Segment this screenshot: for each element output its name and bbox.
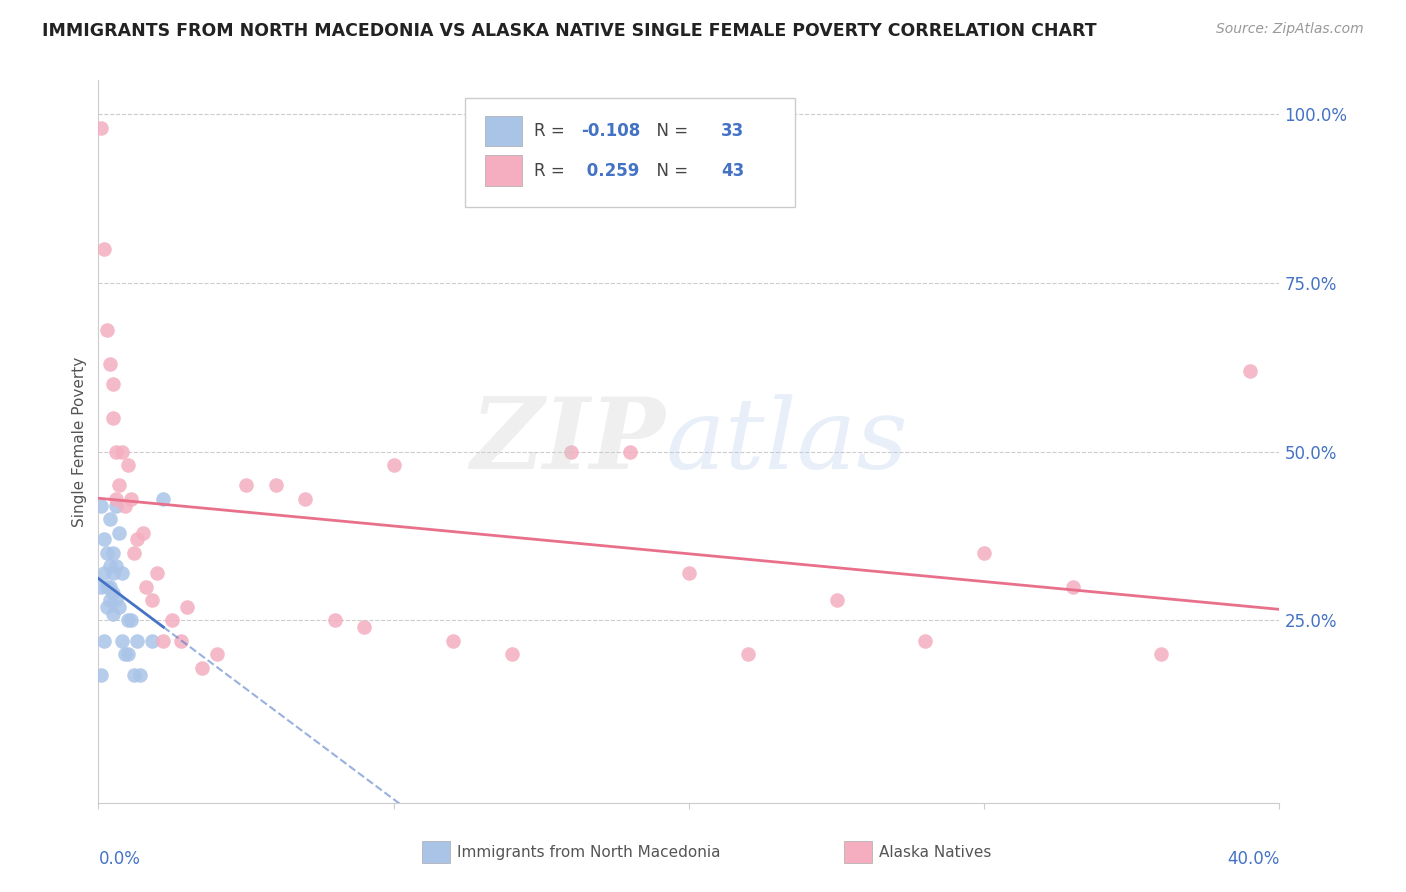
Point bbox=[205, 647, 228, 661]
Point bbox=[98, 580, 121, 594]
FancyBboxPatch shape bbox=[485, 116, 523, 146]
Point bbox=[108, 478, 131, 492]
FancyBboxPatch shape bbox=[464, 98, 796, 207]
Point bbox=[1239, 364, 1261, 378]
Point bbox=[323, 614, 346, 628]
Point bbox=[501, 647, 523, 661]
Point bbox=[128, 667, 150, 681]
Point bbox=[825, 593, 848, 607]
Point bbox=[103, 377, 125, 392]
Point bbox=[441, 633, 464, 648]
Point bbox=[105, 499, 128, 513]
Point bbox=[973, 546, 995, 560]
Point bbox=[382, 458, 405, 472]
Point bbox=[93, 566, 115, 581]
Point bbox=[117, 458, 139, 472]
FancyBboxPatch shape bbox=[485, 155, 523, 186]
Point bbox=[152, 633, 174, 648]
Text: 0.0%: 0.0% bbox=[98, 850, 141, 868]
Point bbox=[96, 599, 118, 614]
Point bbox=[353, 620, 375, 634]
Point bbox=[125, 633, 148, 648]
Point bbox=[96, 546, 118, 560]
Point bbox=[105, 559, 128, 574]
Point bbox=[914, 633, 936, 648]
Y-axis label: Single Female Poverty: Single Female Poverty bbox=[72, 357, 87, 526]
Point bbox=[90, 120, 112, 135]
Point bbox=[93, 242, 115, 256]
Text: 33: 33 bbox=[721, 122, 744, 140]
Point bbox=[96, 323, 118, 337]
Point bbox=[560, 444, 582, 458]
Point bbox=[98, 357, 121, 371]
Text: R =: R = bbox=[534, 122, 571, 140]
Point bbox=[141, 593, 163, 607]
Point bbox=[111, 444, 134, 458]
Point bbox=[191, 661, 214, 675]
Point bbox=[117, 647, 139, 661]
Point bbox=[93, 533, 115, 547]
Text: N =: N = bbox=[647, 161, 693, 179]
Point bbox=[122, 667, 145, 681]
Point bbox=[235, 478, 257, 492]
Point bbox=[103, 566, 125, 581]
Point bbox=[264, 478, 287, 492]
Text: -0.108: -0.108 bbox=[582, 122, 641, 140]
Point bbox=[93, 633, 115, 648]
Point bbox=[105, 491, 128, 506]
Point bbox=[162, 614, 183, 628]
Text: R =: R = bbox=[534, 161, 571, 179]
Text: atlas: atlas bbox=[665, 394, 908, 489]
Point bbox=[108, 525, 131, 540]
Point bbox=[737, 647, 759, 661]
Text: 43: 43 bbox=[721, 161, 744, 179]
Text: Source: ZipAtlas.com: Source: ZipAtlas.com bbox=[1216, 22, 1364, 37]
Point bbox=[103, 546, 125, 560]
Point bbox=[146, 566, 169, 581]
Point bbox=[294, 491, 316, 506]
Point bbox=[90, 667, 112, 681]
Text: N =: N = bbox=[647, 122, 693, 140]
Point bbox=[678, 566, 700, 581]
Point bbox=[103, 607, 125, 621]
Text: 40.0%: 40.0% bbox=[1227, 850, 1279, 868]
Text: Alaska Natives: Alaska Natives bbox=[879, 846, 991, 860]
Point bbox=[105, 593, 128, 607]
Point bbox=[1062, 580, 1084, 594]
Point bbox=[170, 633, 193, 648]
Point bbox=[105, 444, 128, 458]
Point bbox=[176, 599, 198, 614]
Point bbox=[98, 512, 121, 526]
Point bbox=[98, 559, 121, 574]
Point bbox=[111, 566, 134, 581]
Point bbox=[1150, 647, 1173, 661]
Point bbox=[103, 411, 125, 425]
Point bbox=[111, 633, 134, 648]
Point bbox=[96, 580, 118, 594]
Point bbox=[98, 593, 121, 607]
Point bbox=[152, 491, 174, 506]
Point bbox=[120, 491, 142, 506]
Point bbox=[125, 533, 148, 547]
Text: ZIP: ZIP bbox=[471, 393, 665, 490]
Point bbox=[114, 499, 136, 513]
Point bbox=[103, 586, 125, 600]
Point bbox=[141, 633, 163, 648]
Point bbox=[90, 580, 112, 594]
Point bbox=[120, 614, 142, 628]
Point bbox=[108, 599, 131, 614]
Point bbox=[117, 614, 139, 628]
Point bbox=[132, 525, 155, 540]
Point bbox=[90, 499, 112, 513]
Text: 0.259: 0.259 bbox=[582, 161, 640, 179]
Point bbox=[114, 647, 136, 661]
Text: Immigrants from North Macedonia: Immigrants from North Macedonia bbox=[457, 846, 720, 860]
Text: IMMIGRANTS FROM NORTH MACEDONIA VS ALASKA NATIVE SINGLE FEMALE POVERTY CORRELATI: IMMIGRANTS FROM NORTH MACEDONIA VS ALASK… bbox=[42, 22, 1097, 40]
Point bbox=[619, 444, 641, 458]
Point bbox=[122, 546, 145, 560]
Point bbox=[135, 580, 157, 594]
